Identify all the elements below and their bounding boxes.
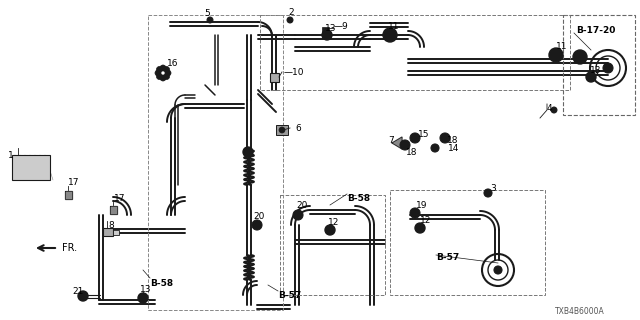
Text: 13: 13	[590, 66, 602, 75]
Text: FR.: FR.	[62, 243, 77, 253]
Text: 13: 13	[325, 23, 337, 33]
Circle shape	[327, 227, 333, 233]
Circle shape	[156, 74, 163, 80]
Text: 16: 16	[167, 59, 179, 68]
Bar	[563, 15, 635, 115]
Circle shape	[78, 291, 88, 301]
Circle shape	[383, 28, 397, 42]
Text: 7: 7	[388, 135, 394, 145]
Text: 19: 19	[416, 201, 428, 210]
Polygon shape	[392, 137, 402, 149]
Circle shape	[160, 75, 166, 81]
Text: 20: 20	[253, 212, 264, 220]
Text: 6: 6	[295, 124, 301, 132]
Bar	[322, 27, 329, 34]
Bar	[103, 228, 113, 236]
Text: —9: —9	[334, 21, 349, 30]
Circle shape	[549, 48, 563, 62]
Circle shape	[400, 140, 410, 150]
Circle shape	[415, 223, 425, 233]
Text: 12: 12	[420, 215, 431, 225]
Circle shape	[164, 67, 170, 72]
Polygon shape	[65, 191, 72, 199]
Circle shape	[410, 208, 420, 218]
Circle shape	[160, 65, 166, 71]
Circle shape	[279, 127, 285, 133]
Text: 17: 17	[68, 178, 79, 187]
Text: 11: 11	[556, 42, 568, 51]
Circle shape	[588, 74, 594, 80]
Polygon shape	[109, 206, 116, 214]
Text: 14: 14	[448, 143, 460, 153]
Circle shape	[442, 135, 447, 140]
Text: B-57: B-57	[278, 291, 301, 300]
Circle shape	[164, 74, 170, 80]
Circle shape	[552, 51, 560, 59]
Circle shape	[165, 70, 171, 76]
Text: —10: —10	[284, 68, 305, 76]
Bar	[148, 15, 283, 310]
Text: 5: 5	[204, 9, 210, 18]
Text: 12: 12	[328, 218, 339, 227]
Circle shape	[586, 72, 596, 82]
Bar	[390, 190, 545, 295]
Text: 13: 13	[140, 284, 152, 293]
Circle shape	[245, 149, 251, 155]
Circle shape	[322, 30, 332, 40]
Circle shape	[403, 142, 408, 148]
Circle shape	[252, 220, 262, 230]
Bar	[276, 125, 288, 135]
Circle shape	[138, 293, 148, 303]
Text: 11: 11	[388, 21, 399, 30]
Circle shape	[440, 133, 450, 143]
Circle shape	[573, 50, 587, 64]
Text: 18: 18	[447, 135, 458, 145]
Text: B-58: B-58	[347, 194, 370, 203]
Circle shape	[293, 210, 303, 220]
Text: 17: 17	[114, 194, 125, 203]
Circle shape	[155, 70, 161, 76]
Circle shape	[494, 266, 502, 274]
Text: 15: 15	[418, 130, 429, 139]
Circle shape	[551, 107, 557, 113]
Circle shape	[603, 63, 613, 73]
Text: 18: 18	[406, 148, 417, 156]
Circle shape	[386, 31, 394, 39]
Text: 21: 21	[72, 286, 83, 295]
Bar	[260, 15, 570, 90]
Text: B-17-20: B-17-20	[576, 26, 616, 35]
Text: 3: 3	[490, 183, 496, 193]
Text: 4: 4	[547, 103, 552, 113]
Circle shape	[207, 17, 213, 23]
Circle shape	[417, 225, 423, 231]
Bar	[270, 73, 279, 82]
Circle shape	[156, 67, 163, 72]
Circle shape	[410, 133, 420, 143]
Text: 8: 8	[108, 220, 114, 229]
Bar	[113, 230, 119, 235]
Bar	[12, 155, 50, 180]
Text: B-57: B-57	[436, 253, 460, 262]
Circle shape	[324, 32, 330, 38]
Bar	[280, 195, 385, 295]
Text: 2: 2	[288, 7, 294, 17]
Circle shape	[140, 295, 146, 301]
Text: 20: 20	[296, 201, 307, 210]
Circle shape	[243, 147, 253, 157]
Circle shape	[431, 144, 439, 152]
Circle shape	[484, 189, 492, 197]
Circle shape	[325, 225, 335, 235]
Text: 1: 1	[8, 150, 13, 159]
Circle shape	[576, 53, 584, 61]
Text: B-58: B-58	[150, 278, 173, 287]
Circle shape	[287, 17, 293, 23]
Text: TXB4B6000A: TXB4B6000A	[555, 308, 605, 316]
